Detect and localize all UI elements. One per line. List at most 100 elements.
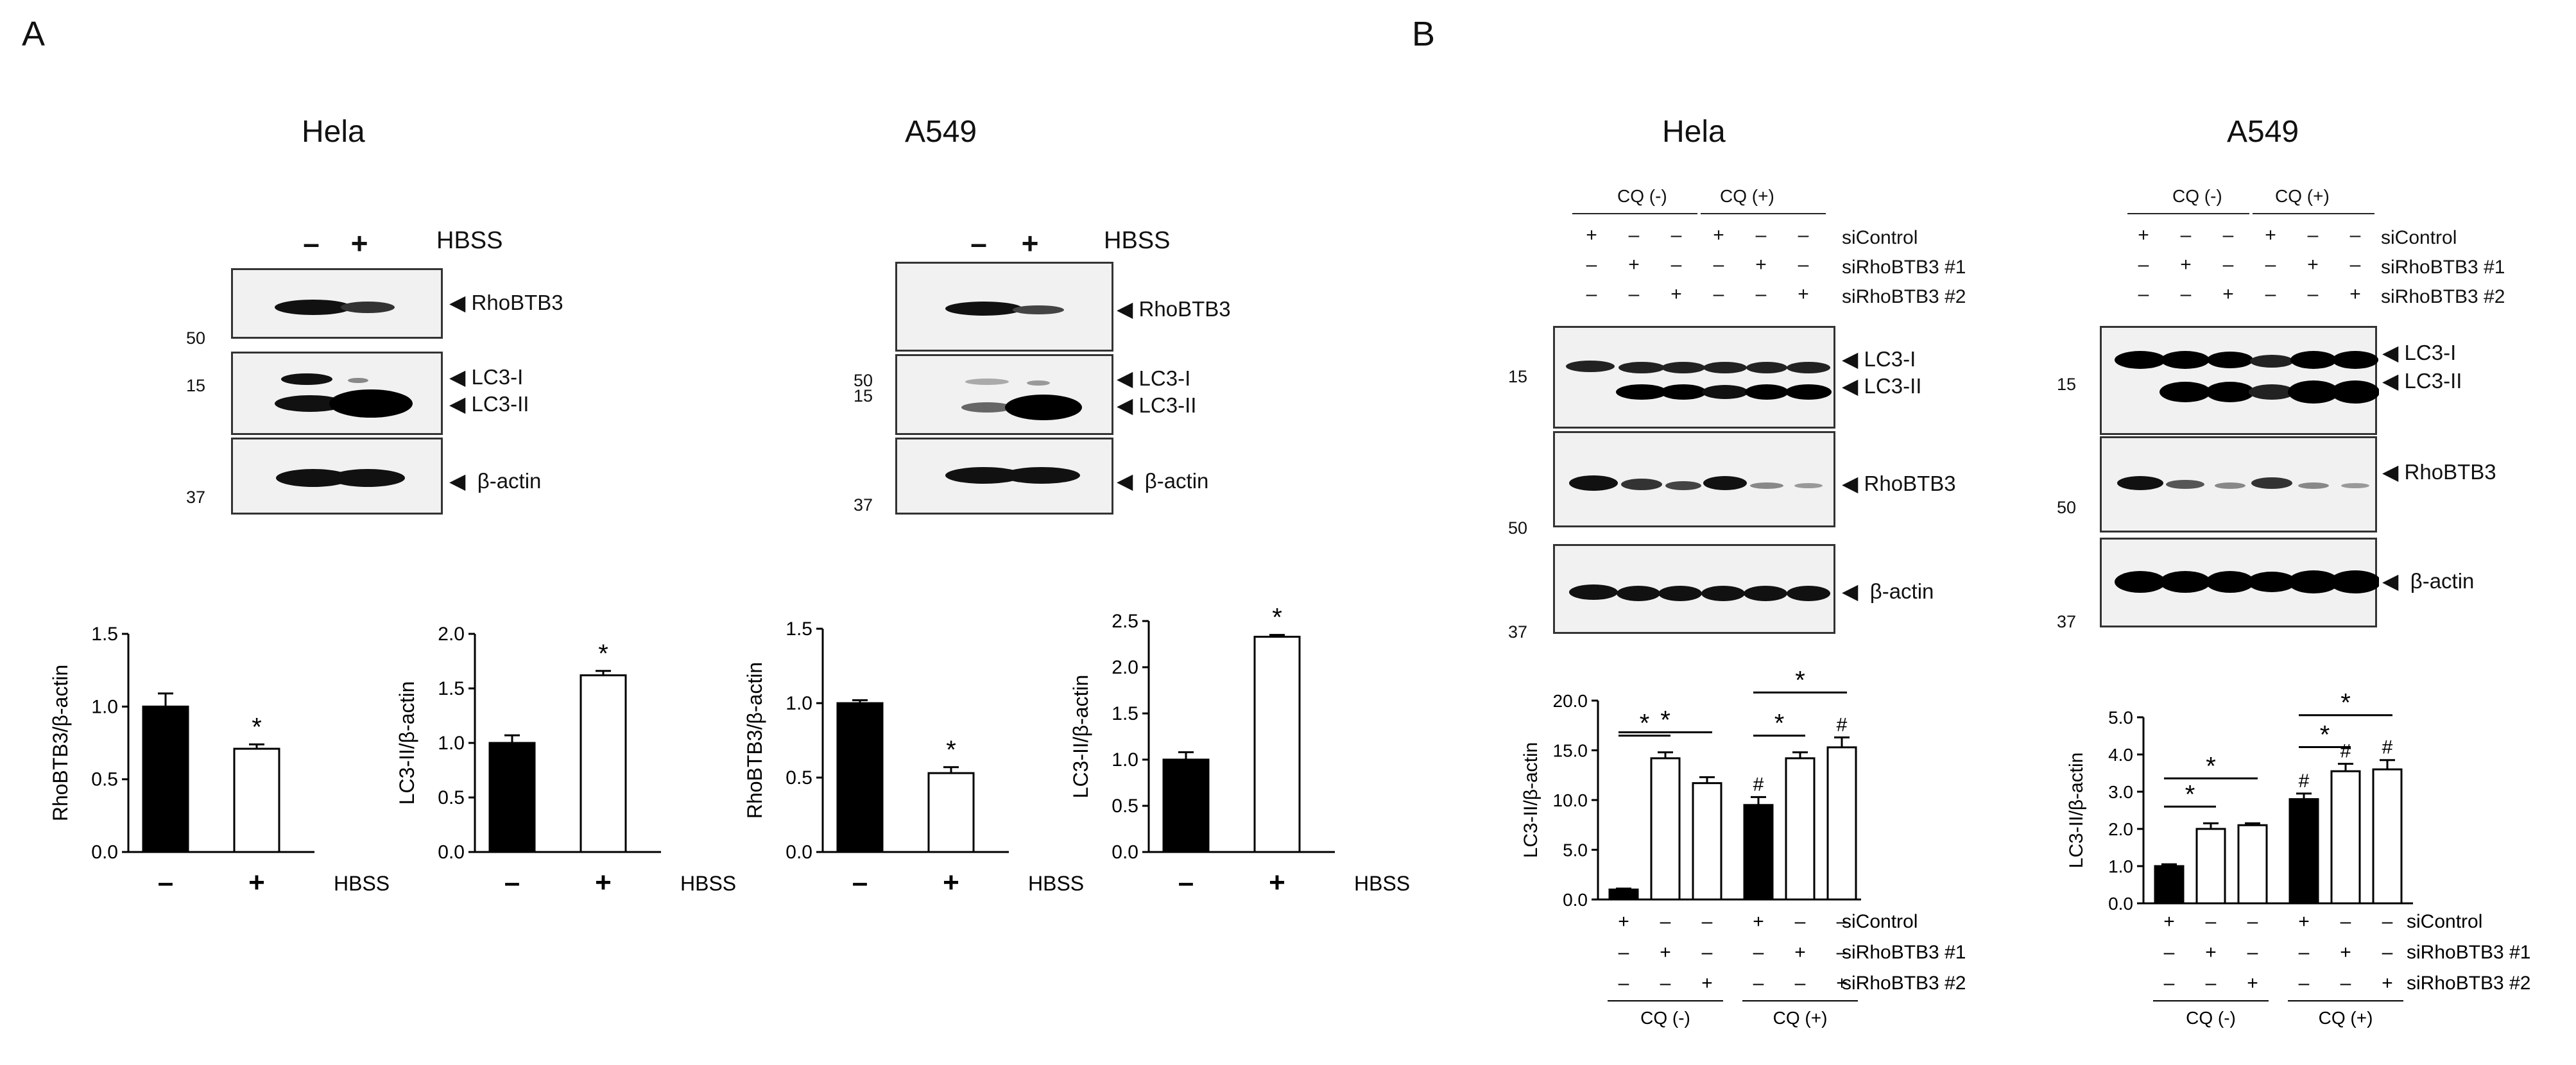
B_a549_lc3-ytick-label-4: 4.0 [2108, 745, 2133, 765]
A_hela_rhobtb3-bar-2 [233, 747, 280, 853]
A_hela_lc3-ytick-label-3: 1.5 [438, 678, 465, 699]
A_a549_rhobtb3-cat-2: + [943, 867, 959, 898]
b-a549-sign-si1-1: – [2138, 254, 2149, 275]
b-a549-sign-sicontrol-5: – [2307, 225, 2319, 246]
b-a549-sign-sicontrol-1: + [2138, 225, 2149, 246]
A_a549_lc3-bar-1 [1162, 758, 1210, 853]
A_a549_lc3-bar-2 [1253, 635, 1301, 853]
B_a549_lc3-row-label-2: siRhoBTB3 #1 [2407, 942, 2530, 963]
B_a549_lc3-row1-sign-5: – [2340, 911, 2351, 932]
b-hela-lc3ii-text: LC3-II [1864, 374, 1922, 398]
A_a549_lc3-ytick-label-1: 0.5 [1112, 796, 1138, 817]
b-hela-sign-sicontrol-3: – [1670, 225, 1682, 246]
b-hela-lc3i-text: LC3-I [1864, 347, 1916, 371]
a-a549-bactin-label: ◀ β-actin [1117, 469, 1209, 493]
b-hela-sign-si1-5: + [1755, 254, 1767, 275]
B_hela_lc3-row1-sign-6: – [1837, 911, 1848, 932]
b-hela-sign-sicontrol-5: – [1755, 225, 1767, 246]
B_a549_lc3-bracket-star-1: * [2185, 780, 2195, 808]
B_a549_lc3-row2-sign-2: + [2205, 942, 2217, 963]
a-hela-lane-plus: + [350, 226, 368, 260]
B_a549_lc3-row3-sign-5: – [2340, 973, 2351, 994]
b-a549-sign-sicontrol-3: – [2222, 225, 2234, 246]
b-hela-rhobtb3-label: ◀ RhoBTB3 [1842, 472, 1956, 495]
b-hela-si2-label: siRhoBTB3 #2 [1842, 286, 1966, 307]
b-a549-sicontrol-label: siControl [2381, 227, 2457, 248]
B_a549_lc3-hash-4: # [2299, 771, 2310, 792]
b-a549-lc3ii-text: LC3-II [2404, 369, 2462, 393]
b-a549-mw-15: 15 [2056, 375, 2076, 394]
a-hela-mw-50: 50 [185, 328, 205, 348]
b-hela-sign-si2-3: + [1670, 284, 1682, 305]
B_a549_lc3-ytick-label-1: 1.0 [2108, 856, 2133, 876]
B_hela_lc3-row2-sign-2: + [1660, 942, 1671, 963]
B_a549_lc3-row3-sign-6: + [2382, 973, 2393, 994]
B_hela_lc3-ylabel: LC3-II/β-actin [1520, 742, 1541, 858]
B_hela_lc3-row-label-1: siControl [1842, 911, 1918, 932]
b-a549-sign-sicontrol-6: – [2349, 225, 2361, 246]
B_a549_lc3-group-label-2: CQ (+) [2319, 1008, 2373, 1028]
b-a549-rhobtb3-text: RhoBTB3 [2404, 460, 2496, 484]
B_a549_lc3-row-label-3: siRhoBTB3 #2 [2407, 973, 2530, 994]
A_a549_lc3-ytick-label-2: 1.0 [1112, 749, 1138, 771]
B_hela_lc3-bar-6 [1826, 746, 1857, 901]
b-hela-sign-sicontrol-6: – [1798, 225, 1809, 246]
b-a549-cq-plus-line [2253, 213, 2374, 214]
A_hela_rhobtb3-ylabel: RhoBTB3/β-actin [49, 665, 72, 821]
B_a549_lc3-bar-1 [2154, 865, 2185, 905]
B_a549_lc3-row1-sign-1: + [2163, 911, 2175, 932]
a-hela-bactin-label: ◀ β-actin [449, 469, 542, 493]
b-a549-sign-si2-1: – [2138, 284, 2149, 305]
b-a549-bactin-text: β-actin [2410, 569, 2475, 593]
B_a549_lc3-bracket-star-3: * [2320, 721, 2330, 749]
b-hela-sicontrol-label: siControl [1842, 227, 1918, 248]
a-hela-mw-37: 37 [185, 488, 205, 507]
b-hela-lc3-blot [1553, 326, 1835, 429]
b-hela-sign-si2-5: – [1755, 284, 1767, 305]
B_hela_lc3-bracket-star-4: * [1795, 666, 1805, 694]
A_a549_rhobtb3-ylabel: RhoBTB3/β-actin [743, 662, 766, 819]
B_hela_lc3-bracket-star-3: * [1774, 710, 1785, 738]
B_hela_lc3-row-label-3: siRhoBTB3 #2 [1842, 973, 1966, 994]
B_a549_lc3-bar-6 [2372, 768, 2403, 905]
B_hela_lc3-row2-sign-1: – [1619, 942, 1629, 963]
B_hela_lc3-row3-sign-4: – [1753, 973, 1764, 994]
B_a549_lc3-row2-sign-6: – [2382, 942, 2393, 963]
b-hela-sign-si1-1: – [1586, 254, 1597, 275]
b-hela-lc3ii-label: ◀ LC3-II [1842, 374, 1922, 398]
b-a549-sign-sicontrol-2: – [2180, 225, 2192, 246]
b-hela-si1-label: siRhoBTB3 #1 [1842, 257, 1966, 278]
B_a549_lc3-row2-sign-3: – [2247, 942, 2258, 963]
a-a549-hbss-label: HBSS [1104, 227, 1171, 254]
panel-letter-b: B [1412, 15, 1436, 53]
b-a549-sign-si2-6: + [2349, 284, 2361, 305]
B_hela_lc3-row2-sign-5: + [1794, 942, 1806, 963]
B_hela_lc3-ytick-label-4: 20.0 [1553, 691, 1588, 711]
A_hela_rhobtb3-ytick-label-2: 1.0 [91, 696, 118, 717]
A_hela_lc3-ylabel: LC3-II/β-actin [395, 681, 418, 805]
a-hela-lc3-blot [231, 352, 443, 435]
A_hela_lc3-bar-2 [580, 674, 627, 853]
B_a549_lc3-row-label-1: siControl [2407, 911, 2482, 932]
b-a549-bactin-label: ◀ β-actin [2382, 569, 2475, 593]
b-hela-sign-sicontrol-1: + [1586, 225, 1597, 246]
B_a549_lc3-row2-sign-4: – [2299, 942, 2310, 963]
B_hela_lc3-group-label-1: CQ (-) [1640, 1008, 1690, 1028]
a-a549-rhobtb3-blot [895, 262, 1113, 352]
a-a549-lane-plus: + [1021, 226, 1039, 260]
b-a549-si1-label: siRhoBTB3 #1 [2381, 257, 2505, 278]
A_a549_lc3-ytick-label-3: 1.5 [1112, 703, 1138, 724]
B_hela_lc3-row1-sign-2: – [1660, 911, 1671, 932]
A_hela_lc3-star-2: * [598, 640, 608, 668]
a-a549-bactin-text: β-actin [1144, 469, 1209, 493]
A_hela_rhobtb3-ytick-label-3: 1.5 [91, 624, 118, 645]
A_a549_lc3-ylabel: LC3-II/β-actin [1069, 675, 1092, 799]
B_a549_lc3-group-label-1: CQ (-) [2186, 1008, 2236, 1028]
b-a549-si2-label: siRhoBTB3 #2 [2381, 286, 2505, 307]
A_hela_rhobtb3-xlabel: HBSS [334, 872, 390, 895]
a-hela-hbss-label: HBSS [436, 227, 503, 254]
A_a549_lc3-cat-2: + [1269, 867, 1285, 898]
b-hela-bactin-blot [1553, 544, 1835, 634]
b-a549-lc3i-text: LC3-I [2404, 341, 2457, 364]
a-a549-mw-37: 37 [853, 495, 873, 515]
